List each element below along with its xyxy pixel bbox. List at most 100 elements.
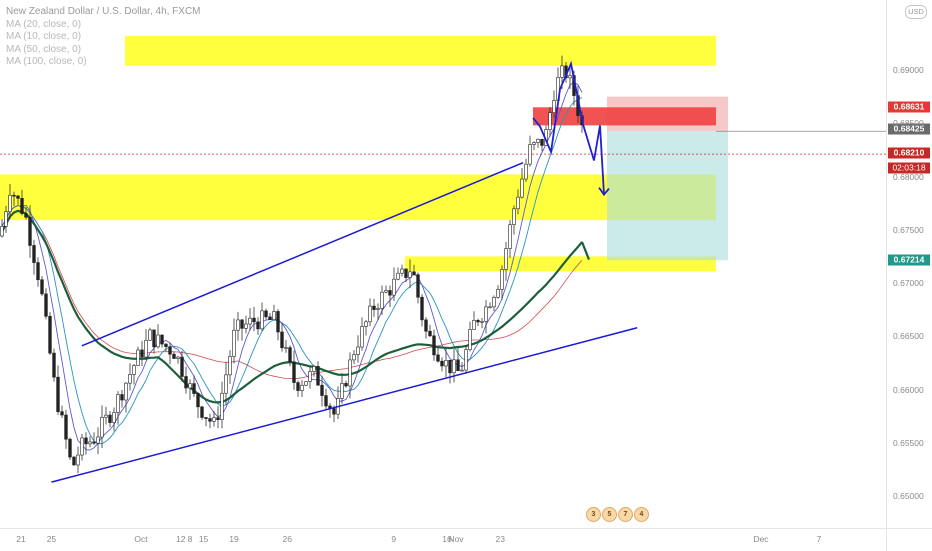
bull-candle: [248, 317, 252, 325]
bull-candle: [384, 290, 388, 293]
price-axis[interactable]: USD 0.68631 0.68425 0.68210 02:03:18 0.6…: [886, 0, 932, 528]
bull-candle: [148, 329, 152, 341]
price-tick-label: 0.65500: [893, 437, 924, 448]
bear-candle: [68, 438, 72, 458]
bear-candle: [440, 360, 444, 367]
event-flag-icon[interactable]: 7: [618, 507, 633, 522]
axis-corner: [886, 528, 932, 551]
bull-candle: [392, 278, 396, 296]
projection-arrow-icon: [598, 187, 610, 197]
bear-candle: [64, 414, 68, 440]
bear-candle: [428, 330, 432, 337]
economic-events[interactable]: 3 5 7 4: [586, 507, 649, 523]
bear-candle: [256, 321, 260, 330]
indicator-ma50[interactable]: MA (50, close, 0): [6, 43, 82, 55]
currency-badge[interactable]: USD: [905, 5, 927, 19]
bear-candle: [172, 353, 176, 359]
bear-candle: [164, 343, 168, 347]
bear-candle: [476, 320, 480, 323]
time-tick-label: 8: [187, 534, 193, 544]
bull-candle: [492, 296, 496, 308]
bear-candle: [412, 271, 416, 275]
bull-candle: [88, 441, 92, 445]
price-tick-label: 0.68500: [893, 118, 924, 129]
bear-candle: [416, 274, 420, 298]
take-profit-zone: [607, 131, 728, 261]
bull-candle: [228, 356, 232, 376]
bear-candle: [12, 194, 16, 197]
event-flag-icon[interactable]: 5: [602, 507, 617, 522]
bear-candle: [456, 359, 460, 372]
bear-candle: [180, 356, 184, 377]
ma100-line: [1, 209, 583, 404]
bear-candle: [432, 335, 436, 356]
bull-candle: [484, 306, 488, 322]
price-tick-label: 0.67500: [893, 224, 924, 235]
bear-candle: [288, 347, 292, 363]
bear-candle: [280, 331, 284, 349]
time-tick-label: 9: [391, 534, 397, 544]
bull-candle: [104, 414, 108, 418]
bear-candle: [40, 279, 44, 295]
bull-candle: [460, 369, 464, 372]
bear-candle: [32, 245, 36, 263]
bull-candle: [144, 339, 148, 358]
bear-candle: [296, 382, 300, 391]
bear-candle: [28, 216, 32, 246]
indicator-ma20[interactable]: MA (20, close, 0): [6, 18, 82, 30]
bull-candle: [308, 371, 312, 382]
bull-candle: [520, 178, 524, 198]
bull-candle: [480, 321, 484, 323]
time-tick-label: 15: [198, 534, 209, 544]
bull-candle: [368, 305, 372, 323]
bear-candle: [208, 418, 212, 422]
bull-candle: [100, 416, 104, 438]
bull-candle: [488, 306, 492, 309]
bull-candle: [4, 211, 8, 227]
bear-candle: [48, 315, 52, 354]
bull-candle: [560, 65, 564, 78]
bull-candle: [284, 347, 288, 349]
price-tick-label: 0.69000: [893, 65, 924, 75]
bull-candle: [8, 194, 12, 212]
bear-candle: [56, 376, 60, 412]
bear-candle: [140, 349, 144, 358]
time-tick-label: 7: [816, 534, 822, 544]
time-tick-label: 26: [282, 534, 292, 544]
time-tick-label: Oct: [134, 534, 148, 544]
bull-candle: [472, 320, 476, 330]
bear-candle: [268, 316, 272, 321]
bar-countdown-label: 02:03:18: [888, 162, 930, 174]
event-flag-icon[interactable]: 3: [586, 507, 601, 522]
bull-candle: [376, 308, 380, 310]
bull-candle: [452, 359, 456, 374]
bear-candle: [92, 441, 96, 444]
bear-candle: [52, 352, 56, 378]
bull-candle: [304, 381, 308, 386]
bear-candle: [200, 406, 204, 418]
bull-candle: [212, 417, 216, 422]
indicator-ma100[interactable]: MA (100, close, 0): [6, 56, 87, 67]
bear-candle: [420, 296, 424, 321]
time-axis[interactable]: 21 25 Oct 8 12 15 19 26 Nov 9 16 23 Dec 7: [0, 528, 886, 551]
bull-candle: [548, 112, 552, 130]
price-tick-label: 0.66500: [893, 331, 924, 342]
indicator-ma10[interactable]: MA (10, close, 0): [6, 31, 82, 42]
bear-candle: [44, 293, 48, 317]
chart-area[interactable]: New Zealand Dollar / U.S. Dollar, 4h, FX…: [0, 0, 886, 528]
bull-candle: [300, 384, 304, 391]
event-flag-icon[interactable]: 4: [634, 507, 649, 522]
bull-candle: [80, 437, 84, 456]
bull-candle: [132, 365, 136, 375]
bull-candle: [552, 100, 556, 113]
bull-candle: [496, 289, 500, 298]
bull-candle: [464, 349, 468, 371]
time-tick-label: 25: [46, 534, 57, 544]
bear-candle: [436, 354, 440, 362]
lower-trend-line: [51, 327, 638, 483]
price-chart[interactable]: [0, 0, 886, 528]
bull-candle: [128, 374, 132, 384]
bear-candle: [20, 198, 24, 214]
bear-candle: [72, 456, 76, 466]
current-price-label: 0.68210: [888, 147, 930, 159]
